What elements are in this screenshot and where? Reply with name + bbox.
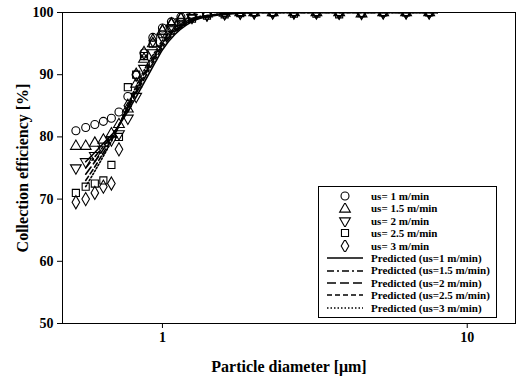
html-text:us= 2 m/min: us= 2 m/min bbox=[371, 214, 430, 227]
svg-text:70: 70 bbox=[40, 192, 54, 207]
html-text:us= 2.5 m/min: us= 2.5 m/min bbox=[371, 227, 438, 240]
svg-text:50: 50 bbox=[40, 316, 54, 331]
svg-text:80: 80 bbox=[40, 129, 54, 144]
html-text:us= 3 m/min: us= 3 m/min bbox=[371, 239, 430, 252]
html-text:Predicted (us=1 m/min): Predicted (us=1 m/min) bbox=[371, 252, 482, 264]
svg-text:60: 60 bbox=[40, 254, 54, 269]
svg-text:90: 90 bbox=[40, 67, 54, 82]
html-text:Predicted (us=1.5 m/min): Predicted (us=1.5 m/min) bbox=[371, 264, 490, 277]
html-text:Predicted (us=2 m/min): Predicted (us=2 m/min) bbox=[371, 276, 482, 289]
html-text:Predicted (us=2.5 m/min): Predicted (us=2.5 m/min) bbox=[371, 289, 490, 302]
svg-text:Collection efficiency [%]: Collection efficiency [%] bbox=[14, 84, 32, 253]
svg-text:1: 1 bbox=[159, 330, 166, 345]
html-text:us= 1.5 m/min: us= 1.5 m/min bbox=[371, 202, 438, 215]
svg-text:100: 100 bbox=[33, 5, 54, 20]
html-text:Predicted (us=3 m/min): Predicted (us=3 m/min) bbox=[371, 301, 482, 314]
svg-text:Particle diameter [μm]: Particle diameter [μm] bbox=[211, 358, 366, 376]
html-text:us= 1 m/min: us= 1 m/min bbox=[371, 190, 430, 202]
svg-text:10: 10 bbox=[460, 330, 474, 345]
